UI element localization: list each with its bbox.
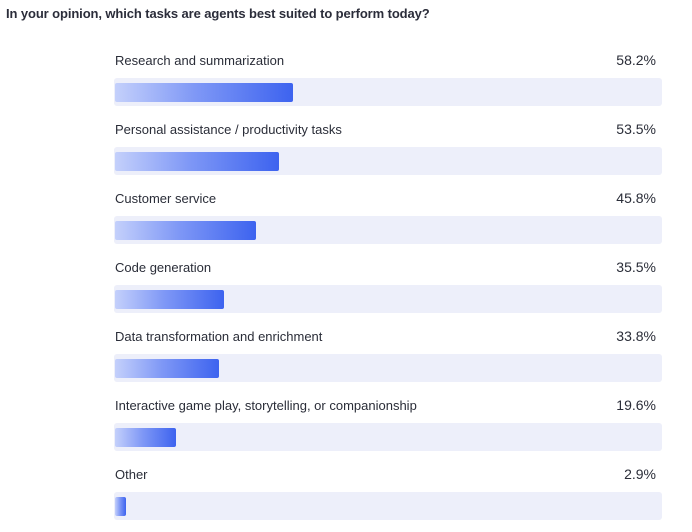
bar-value-label: 2.9%: [624, 466, 656, 482]
bar-value-label: 58.2%: [616, 52, 656, 68]
bar-value-label: 35.5%: [616, 259, 656, 275]
bar-fill: [115, 83, 293, 102]
bar-fill: [115, 359, 219, 378]
bar-track: [114, 78, 662, 106]
bar-label: Data transformation and enrichment: [115, 329, 323, 344]
bar-fill: [115, 497, 126, 516]
bar-row: Other 2.9%: [114, 464, 662, 532]
bar-fill: [115, 428, 176, 447]
bar-row: Personal assistance / productivity tasks…: [114, 119, 662, 188]
bar-label: Research and summarization: [115, 53, 285, 68]
bar-fill: [115, 221, 256, 240]
bar-label: Personal assistance / productivity tasks: [115, 122, 342, 137]
bar-fill: [115, 290, 224, 309]
bar-fill: [115, 152, 279, 171]
bar-label: Interactive game play, storytelling, or …: [115, 398, 417, 413]
bar-track: [114, 492, 662, 520]
bar-label: Other: [115, 467, 148, 482]
bar-chart: Research and summarization 58.2% Personal …: [114, 50, 662, 532]
bar-label: Code generation: [115, 260, 212, 275]
bar-value-label: 19.6%: [616, 397, 656, 413]
chart-title: In your opinion, which tasks are agents …: [6, 6, 430, 21]
bar-value-label: 53.5%: [616, 121, 656, 137]
bar-row: Research and summarization 58.2%: [114, 50, 662, 119]
bar-label: Customer service: [115, 191, 217, 206]
bar-row: Interactive game play, storytelling, or …: [114, 395, 662, 464]
bar-value-label: 45.8%: [616, 190, 656, 206]
bar-row: Data transformation and enrichment 33.8%: [114, 326, 662, 395]
bar-value-label: 33.8%: [616, 328, 656, 344]
bar-track: [114, 147, 662, 175]
bar-track: [114, 216, 662, 244]
bar-row: Customer service 45.8%: [114, 188, 662, 257]
bar-track: [114, 285, 662, 313]
bar-row: Code generation 35.5%: [114, 257, 662, 326]
bar-track: [114, 423, 662, 451]
bar-track: [114, 354, 662, 382]
